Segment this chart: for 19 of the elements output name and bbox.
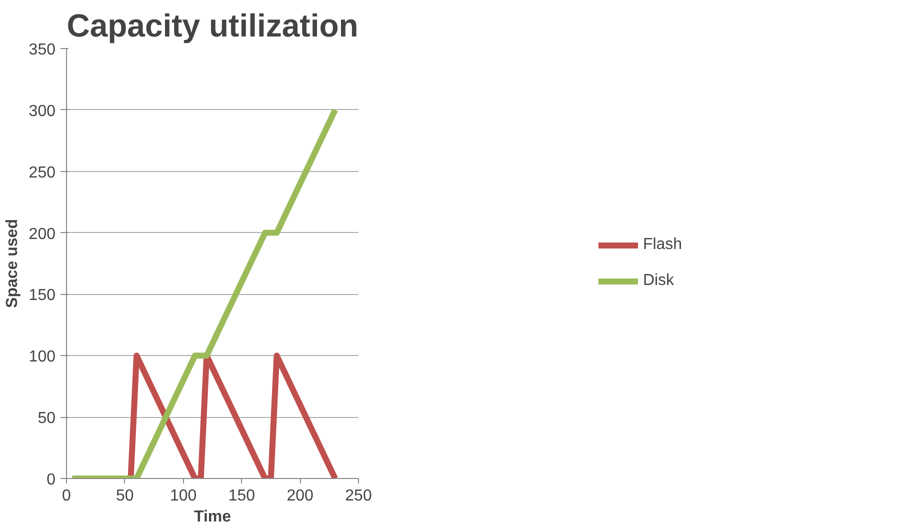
x-tick-label: 250 [345,488,372,504]
y-tick-label: 350 [28,42,56,58]
y-tick-label: 250 [28,164,56,182]
x-tick-label: 0 [62,488,72,504]
y-tick-label: 100 [28,348,56,366]
legend-label: Disk [642,272,674,290]
y-tick-label: 300 [28,102,56,120]
x-tick-label: 50 [116,488,134,504]
legend-label: Flash [642,236,682,254]
chart-title: Capacity utilization [66,8,358,44]
y-tick-label: 200 [28,226,56,243]
y-tick-label: 150 [28,287,56,304]
x-tick-label: 100 [170,488,197,504]
y-tick-label: 50 [38,410,56,428]
x-tick-label: 200 [286,488,314,504]
y-axis-title: Space used [4,219,21,308]
y-tick-label: 0 [46,472,56,488]
x-tick-label: 150 [228,488,256,504]
x-axis-title: Time [194,508,232,526]
